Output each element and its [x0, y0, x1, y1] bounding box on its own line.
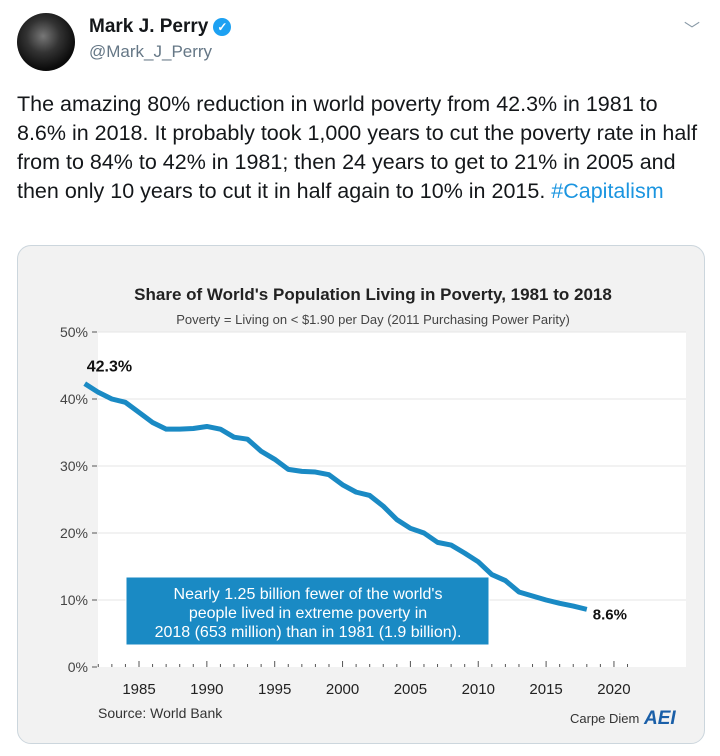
- x-tick-label: 1990: [190, 681, 223, 698]
- tweet-text: The amazing 80% reduction in world pover…: [17, 92, 698, 203]
- hashtag-link[interactable]: #Capitalism: [551, 179, 664, 203]
- annotation-box: [125, 576, 490, 646]
- x-tick-label: 1995: [258, 681, 291, 698]
- source-label: Source: World Bank: [98, 705, 223, 721]
- poverty-line: [83, 381, 588, 612]
- y-tick-label: 30%: [60, 458, 88, 474]
- verified-icon: ✓: [213, 18, 232, 36]
- chart-title: Share of World's Population Living in Po…: [134, 285, 612, 304]
- y-tick-label: 20%: [60, 525, 88, 541]
- x-tick-label: 2010: [462, 681, 495, 698]
- x-tick-label: 2015: [529, 681, 562, 698]
- annotation-text: Nearly 1.25 billion fewer of the world's: [174, 586, 443, 603]
- x-tick-label: 2005: [394, 681, 427, 698]
- y-tick-label: 0%: [68, 659, 88, 675]
- start-label: 42.3%: [87, 359, 132, 376]
- chart-image[interactable]: Share of World's Population Living in Po…: [17, 245, 705, 744]
- chevron-down-icon[interactable]: ﹀: [684, 22, 701, 39]
- y-tick-label: 50%: [60, 324, 88, 340]
- x-tick-label: 1985: [122, 681, 155, 698]
- brand-label: Carpe Diem: [570, 711, 639, 726]
- aei-logo: AEI: [643, 708, 676, 729]
- y-tick-label: 10%: [60, 592, 88, 608]
- x-tick-label: 2020: [597, 681, 630, 698]
- annotation-text: 2018 (653 million) than in 1981 (1.9 bil…: [155, 624, 462, 641]
- poverty-chart: Share of World's Population Living in Po…: [60, 285, 686, 729]
- y-tick-label: 40%: [60, 391, 88, 407]
- end-label: 8.6%: [593, 606, 627, 623]
- author-name[interactable]: Mark J. Perry ✓: [89, 16, 232, 38]
- author-handle[interactable]: @Mark_J_Perry: [89, 42, 213, 61]
- annotation-text: people lived in extreme poverty in: [189, 605, 427, 622]
- x-tick-label: 2000: [326, 681, 359, 698]
- chart-subtitle: Poverty = Living on < $1.90 per Day (201…: [176, 312, 570, 327]
- avatar[interactable]: [17, 13, 75, 71]
